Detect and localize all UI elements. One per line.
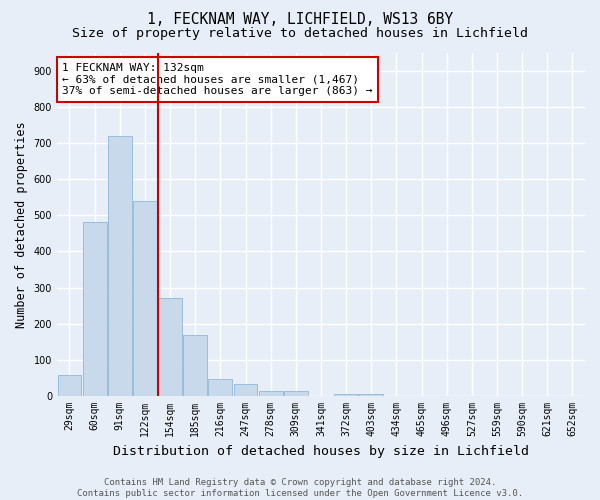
Bar bbox=[284, 392, 308, 396]
Bar bbox=[108, 136, 132, 396]
X-axis label: Distribution of detached houses by size in Lichfield: Distribution of detached houses by size … bbox=[113, 444, 529, 458]
Text: Size of property relative to detached houses in Lichfield: Size of property relative to detached ho… bbox=[72, 28, 528, 40]
Bar bbox=[359, 394, 383, 396]
Bar bbox=[58, 376, 82, 396]
Bar bbox=[208, 379, 232, 396]
Bar bbox=[183, 334, 207, 396]
Bar bbox=[133, 201, 157, 396]
Y-axis label: Number of detached properties: Number of detached properties bbox=[15, 121, 28, 328]
Bar bbox=[83, 222, 107, 396]
Bar bbox=[259, 391, 283, 396]
Bar bbox=[233, 384, 257, 396]
Bar bbox=[158, 298, 182, 396]
Text: Contains HM Land Registry data © Crown copyright and database right 2024.
Contai: Contains HM Land Registry data © Crown c… bbox=[77, 478, 523, 498]
Text: 1 FECKNAM WAY: 132sqm
← 63% of detached houses are smaller (1,467)
37% of semi-d: 1 FECKNAM WAY: 132sqm ← 63% of detached … bbox=[62, 63, 373, 96]
Text: 1, FECKNAM WAY, LICHFIELD, WS13 6BY: 1, FECKNAM WAY, LICHFIELD, WS13 6BY bbox=[147, 12, 453, 28]
Bar bbox=[334, 394, 358, 396]
